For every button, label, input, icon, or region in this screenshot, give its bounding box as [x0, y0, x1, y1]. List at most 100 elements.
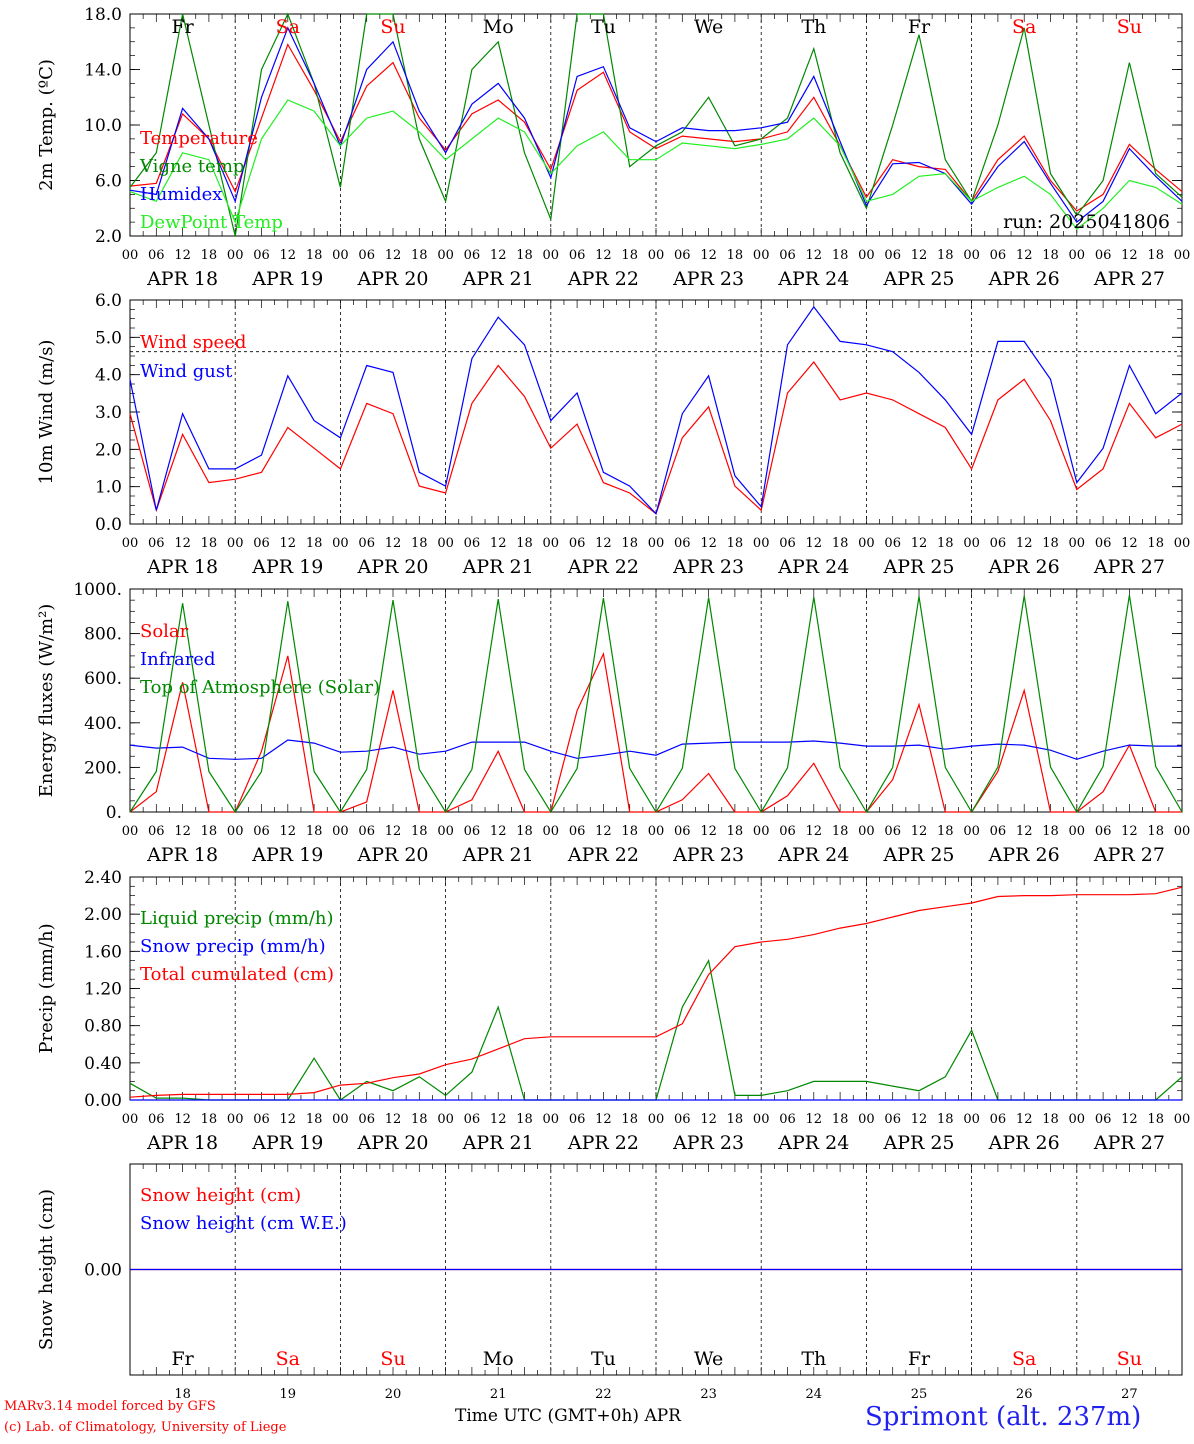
hour-label: 06	[990, 824, 1007, 839]
hour-label: 18	[1042, 248, 1059, 263]
hour-label: 06	[990, 248, 1007, 263]
series-line-dewpoint-temp	[129, 99, 1183, 230]
day-name: Sa	[1012, 16, 1036, 38]
hour-label: 18	[937, 1112, 954, 1127]
hour-label: 06	[1095, 536, 1112, 551]
legend-entry: Wind speed	[140, 332, 246, 353]
legend-entry: Vigne temp	[139, 156, 244, 177]
hour-label: 18	[832, 824, 849, 839]
hour-label: 12	[385, 824, 402, 839]
y-tick-label: 0.00	[84, 1091, 122, 1111]
hour-label: 12	[1016, 1112, 1033, 1127]
hour-label: 12	[595, 824, 612, 839]
hour-label: 12	[911, 1112, 928, 1127]
hour-label: 00	[648, 248, 665, 263]
hour-label: 06	[148, 248, 165, 263]
y-axis-label: Snow height (cm)	[36, 1189, 57, 1350]
hour-label: 00	[963, 824, 980, 839]
hour-label: 00	[437, 1112, 454, 1127]
hour-label: 06	[990, 536, 1007, 551]
hour-label: 12	[1121, 824, 1138, 839]
hour-label: 00	[648, 824, 665, 839]
day-number: 23	[700, 1387, 717, 1402]
hour-label: 12	[490, 1112, 507, 1127]
date-label: APR 19	[251, 1132, 323, 1154]
hour-label: 18	[937, 536, 954, 551]
hour-label: 18	[516, 824, 533, 839]
hour-label: 18	[1147, 1112, 1164, 1127]
hour-label: 18	[201, 248, 218, 263]
date-label: APR 24	[777, 844, 849, 866]
hour-label: 00	[543, 824, 560, 839]
y-tick-label: 5.0	[95, 328, 122, 348]
day-name: Su	[1117, 16, 1142, 38]
hour-label: 18	[306, 248, 323, 263]
y-tick-label: 3.0	[95, 403, 122, 423]
date-label: APR 27	[1093, 1132, 1165, 1154]
hour-label: 06	[358, 536, 375, 551]
day-name: Mo	[483, 16, 514, 38]
date-label: APR 20	[356, 1132, 428, 1154]
hour-label: 06	[358, 824, 375, 839]
hour-label: 12	[1016, 536, 1033, 551]
hour-label: 00	[543, 248, 560, 263]
hour-label: 12	[174, 536, 191, 551]
date-label: APR 25	[882, 844, 954, 866]
legend-entry: Liquid precip (mm/h)	[140, 908, 334, 929]
hour-label: 18	[516, 1112, 533, 1127]
day-number: 25	[911, 1387, 928, 1402]
hour-label: 00	[963, 1112, 980, 1127]
date-label: APR 27	[1093, 556, 1165, 578]
y-tick-label: 14.0	[84, 61, 122, 81]
hour-label: 00	[858, 824, 875, 839]
hour-label: 00	[963, 536, 980, 551]
hour-label: 00	[227, 248, 244, 263]
hour-label: 12	[700, 1112, 717, 1127]
hour-label: 18	[1042, 1112, 1059, 1127]
legend-entry: Total cumulated (cm)	[140, 964, 334, 985]
hour-label: 18	[411, 248, 428, 263]
date-label: APR 26	[988, 556, 1060, 578]
y-tick-label: 800.	[84, 625, 122, 645]
hour-label: 18	[306, 536, 323, 551]
series-line-wind-gust	[129, 305, 1183, 515]
y-tick-label: 600.	[84, 669, 122, 689]
hour-label: 00	[122, 824, 139, 839]
hour-label: 00	[227, 1112, 244, 1127]
hour-label: 18	[411, 824, 428, 839]
date-label: APR 23	[672, 556, 744, 578]
date-label: APR 27	[1093, 844, 1165, 866]
model-credit: MARv3.14 model forced by GFS	[4, 1399, 216, 1414]
hour-label: 06	[779, 248, 796, 263]
hour-label: 06	[253, 536, 270, 551]
hour-label: 12	[385, 248, 402, 263]
legend-entry: Snow precip (mm/h)	[140, 936, 326, 957]
day-name: Fr	[908, 1348, 931, 1370]
date-label: APR 24	[777, 268, 849, 290]
hour-label: 12	[174, 1112, 191, 1127]
station-name: Sprimont (alt. 237m)	[865, 1402, 1142, 1432]
series-line-infrared	[129, 739, 1182, 760]
hour-label: 00	[858, 536, 875, 551]
hour-label: 00	[122, 1112, 139, 1127]
day-name: Sa	[276, 16, 300, 38]
y-axis-label: Energy fluxes (W/m²)	[36, 604, 57, 798]
legend-entry: Temperature	[140, 128, 258, 149]
hour-label: 18	[621, 248, 638, 263]
hour-label: 18	[201, 824, 218, 839]
hour-label: 18	[201, 1112, 218, 1127]
hour-label: 06	[990, 1112, 1007, 1127]
date-label: APR 18	[146, 844, 218, 866]
hour-label: 00	[1174, 248, 1191, 263]
hour-label: 00	[753, 824, 770, 839]
hour-label: 06	[148, 824, 165, 839]
hour-label: 06	[148, 1112, 165, 1127]
hour-label: 06	[884, 824, 901, 839]
day-name: Fr	[171, 16, 194, 38]
run-label: run: 2025041806	[1003, 211, 1170, 233]
series-line-top-of-atmosphere-solar-	[129, 595, 1183, 814]
date-label: APR 25	[882, 556, 954, 578]
y-tick-label: 200.	[84, 758, 122, 778]
day-number: 18	[174, 1387, 191, 1402]
hour-label: 06	[569, 536, 586, 551]
